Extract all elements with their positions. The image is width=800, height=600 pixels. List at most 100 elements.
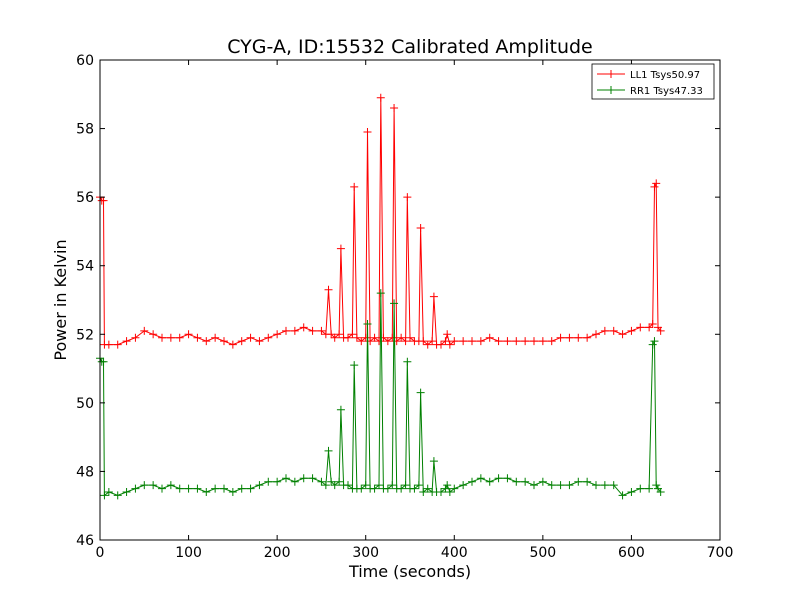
data-point [361, 481, 370, 490]
chart-title: CYG-A, ID:15532 Calibrated Amplitude [227, 36, 592, 58]
data-point [656, 488, 665, 496]
data-point [299, 474, 308, 483]
data-point [324, 446, 333, 455]
data-point [574, 477, 583, 486]
data-point [228, 488, 237, 496]
data-point [416, 388, 425, 397]
data-point [228, 340, 237, 349]
data-point [583, 477, 592, 486]
data-point [158, 484, 166, 493]
x-tick-label: 700 [707, 545, 734, 561]
data-point [363, 320, 372, 328]
data-point [324, 285, 333, 294]
legend-label-ll1: LL1 Tsys50.97 [630, 70, 700, 81]
data-point [441, 337, 450, 346]
data-point [645, 484, 654, 493]
data-point [388, 481, 397, 490]
data-point [131, 333, 140, 342]
data-point [308, 474, 317, 483]
data-point [627, 326, 636, 335]
data-point [397, 484, 406, 493]
data-point [609, 481, 618, 490]
data-point [476, 474, 485, 483]
data-point [401, 337, 410, 346]
data-point [503, 337, 512, 346]
y-tick-label: 56 [76, 190, 94, 206]
data-point [556, 333, 565, 342]
data-point [600, 326, 609, 335]
data-point [317, 326, 326, 335]
data-point [485, 333, 494, 342]
data-point [255, 481, 264, 490]
data-point [158, 333, 166, 342]
data-point [336, 405, 345, 414]
data-point [99, 357, 108, 366]
data-point [211, 484, 220, 493]
x-tick-label: 500 [529, 545, 556, 561]
data-point [370, 484, 379, 493]
data-point [416, 224, 425, 232]
data-point [264, 477, 273, 486]
data-point [443, 330, 452, 339]
data-point [538, 337, 547, 346]
data-point [521, 477, 530, 486]
data-point [565, 333, 574, 342]
data-point [401, 481, 410, 490]
data-point [357, 337, 366, 346]
data-point [327, 330, 336, 339]
data-point [140, 481, 149, 490]
x-axis-ticks: 0 100 200 300 400 500 600 700 [96, 60, 734, 561]
data-point [290, 477, 299, 486]
data-point [547, 481, 556, 490]
data-point [308, 326, 317, 335]
data-point [530, 337, 538, 346]
data-point [437, 488, 445, 496]
data-point [397, 333, 406, 342]
data-point [403, 193, 412, 202]
data-point [538, 477, 547, 486]
data-point [600, 481, 609, 490]
data-point [645, 323, 654, 332]
data-point [220, 337, 228, 346]
data-point [290, 326, 299, 335]
data-point [100, 491, 109, 500]
data-point [618, 330, 627, 339]
data-point [335, 330, 344, 339]
data-point [350, 361, 359, 370]
series-line [99, 97, 662, 346]
data-point [193, 333, 202, 342]
data-point [113, 491, 122, 500]
data-point [383, 337, 392, 346]
data-point [547, 337, 556, 346]
data-point [459, 337, 468, 346]
data-point [202, 488, 211, 496]
data-point [330, 481, 339, 490]
data-point [184, 330, 193, 339]
data-point [202, 337, 211, 346]
data-point [445, 488, 454, 496]
data-point [99, 196, 108, 205]
data-point [627, 488, 636, 496]
data-point [140, 326, 149, 335]
data-point [376, 93, 385, 102]
data-point [237, 337, 246, 346]
legend-box [591, 63, 715, 100]
data-point [104, 488, 113, 496]
data-point [282, 474, 290, 483]
y-axis-label: Power in Kelvin [51, 239, 70, 360]
data-point [317, 477, 326, 486]
data-point [521, 337, 530, 346]
legend-label-rr1: RR1 Tsys47.33 [630, 86, 703, 97]
data-point [592, 330, 600, 339]
legend: LL1 Tsys50.97 RR1 Tsys47.33 [591, 63, 715, 100]
data-point [149, 330, 158, 339]
data-point [494, 474, 503, 483]
data-point [429, 457, 438, 466]
data-point [423, 484, 432, 493]
x-tick-label: 300 [352, 545, 379, 561]
data-point [327, 477, 336, 486]
data-point [650, 182, 659, 191]
data-point [512, 477, 521, 486]
data-point [122, 337, 131, 346]
